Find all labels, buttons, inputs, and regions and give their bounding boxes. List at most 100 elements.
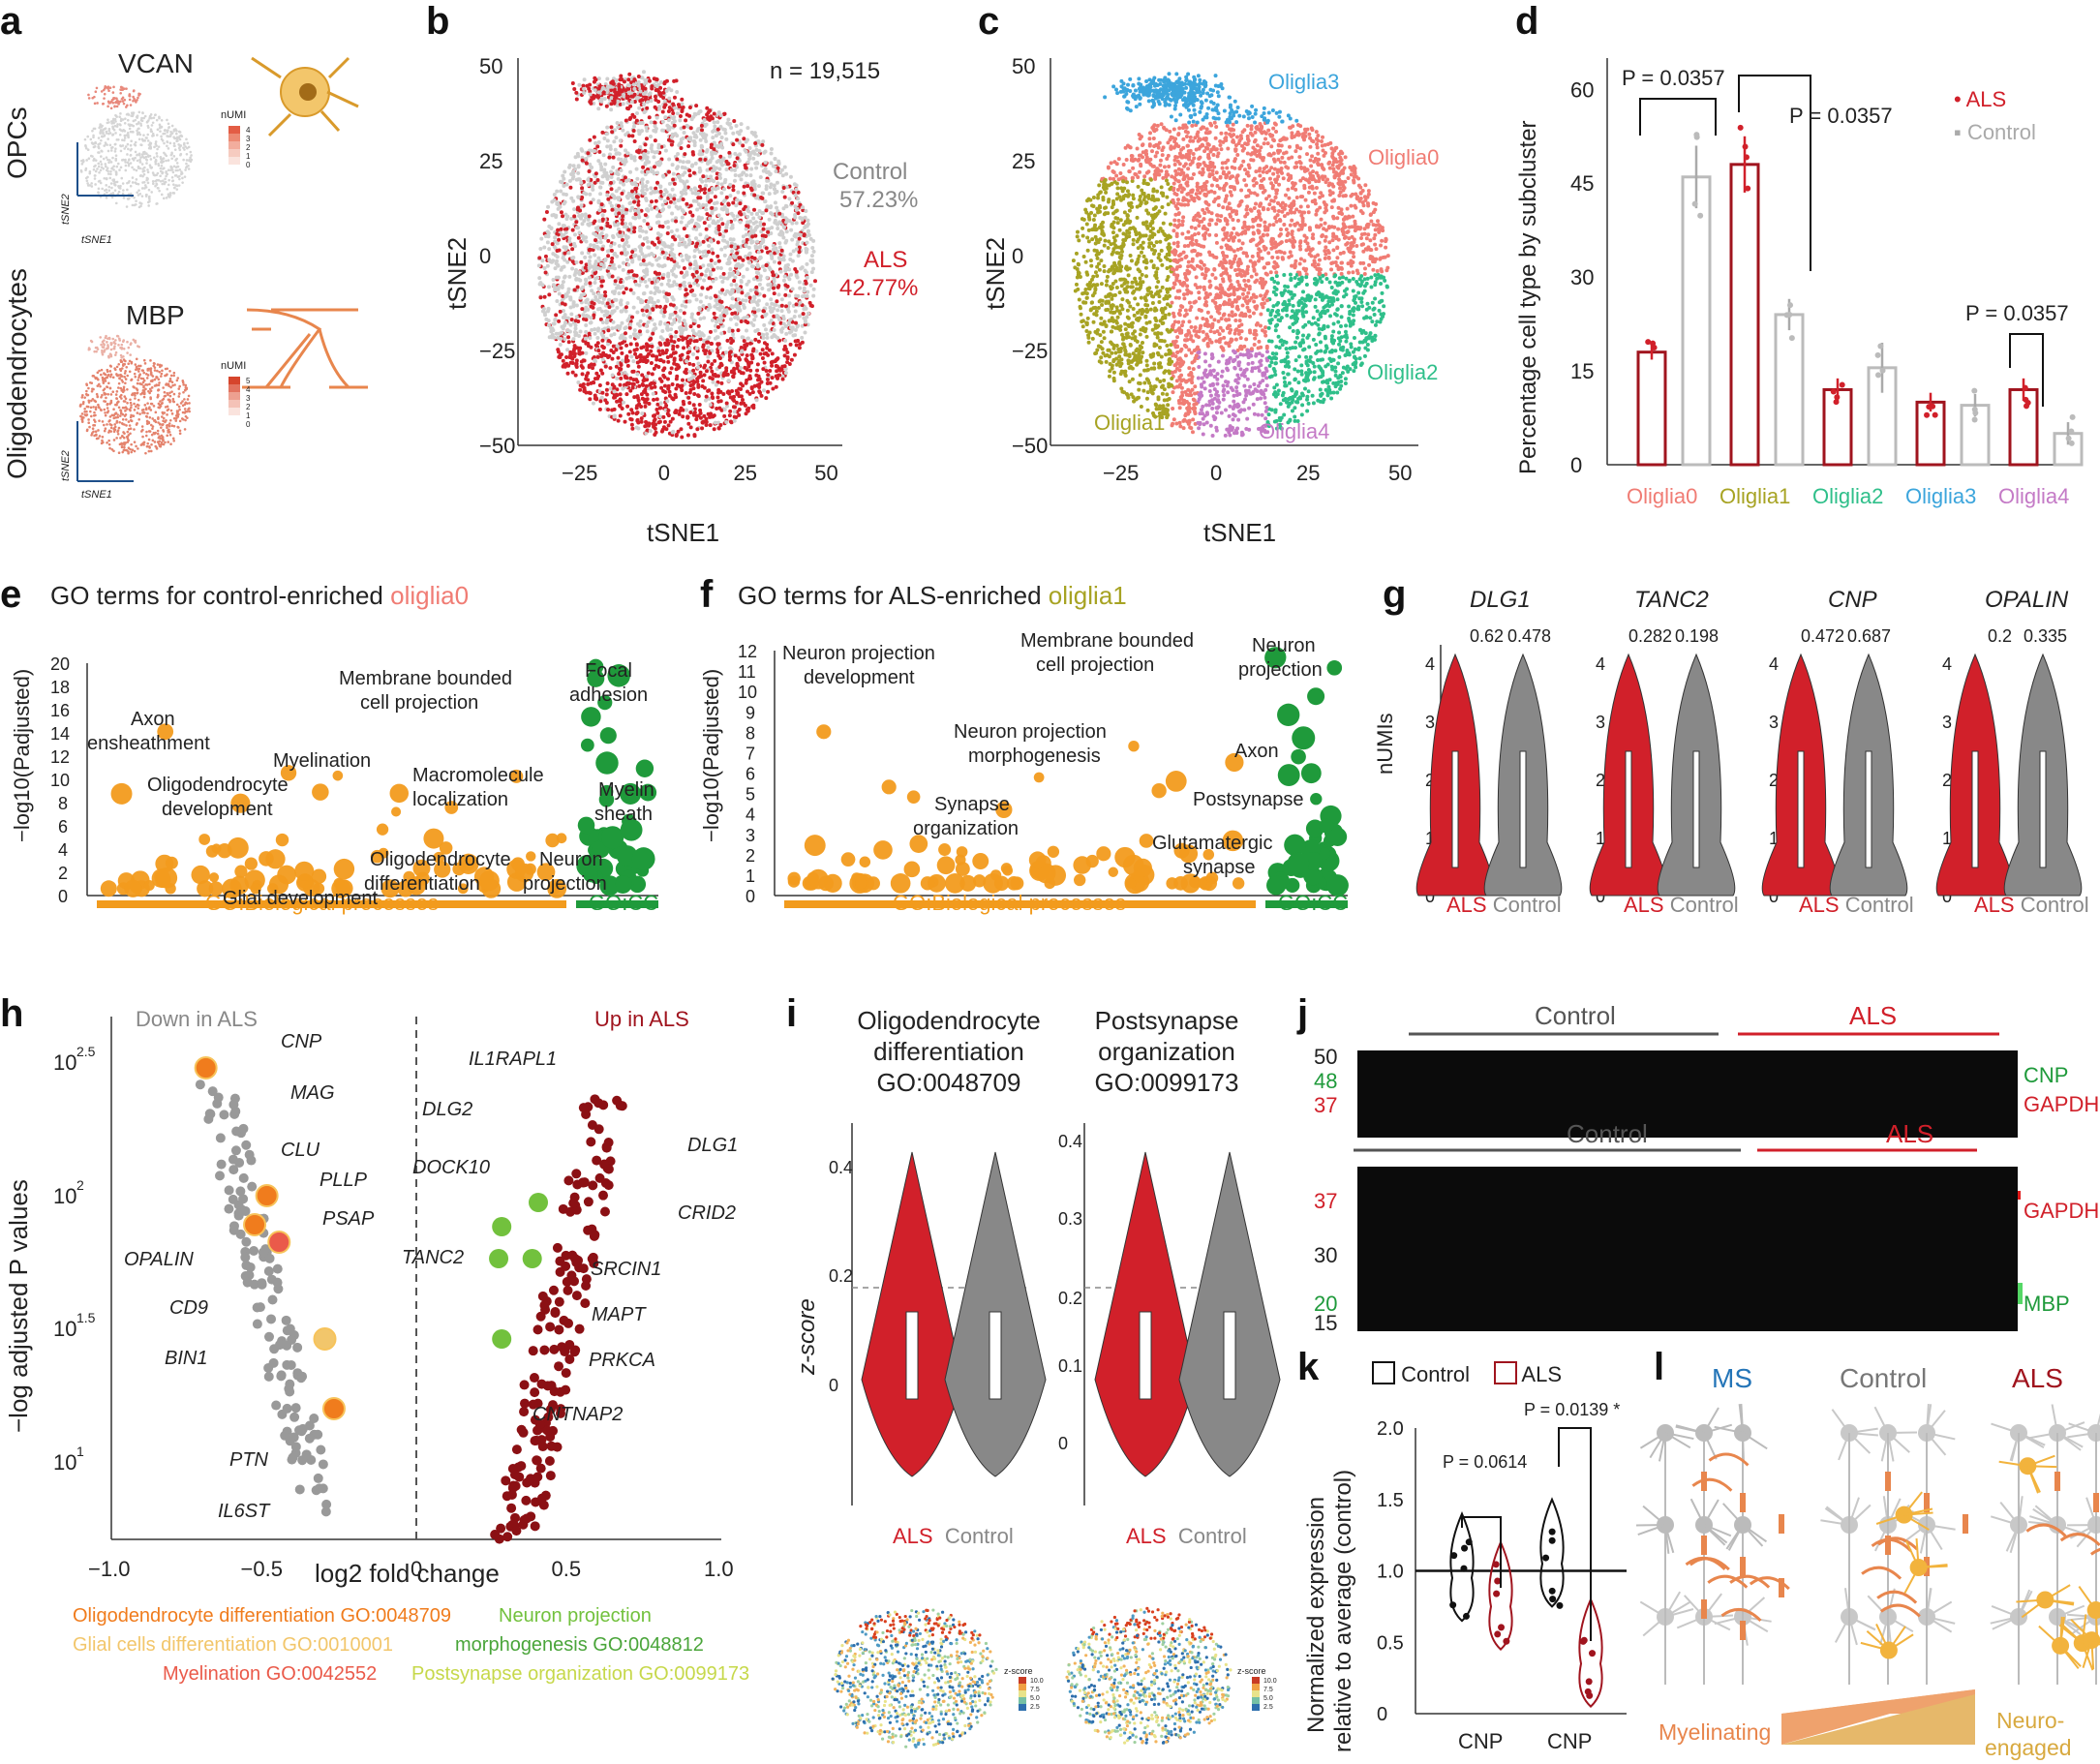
b-tsne-point [694,278,699,283]
a-opc-point [137,182,140,186]
b-tsne-point [701,239,706,244]
a-mbp-point [126,438,130,441]
b-tsne-point [714,276,718,281]
b-tsne-point [587,331,592,336]
b-tsne-point [665,322,670,327]
b-tsne-point [778,269,783,274]
a-opc-point-high [109,106,113,110]
b-tsne-point [738,301,743,306]
a-opc-point [126,153,129,156]
a-mbp-point [156,394,160,398]
a-mbp-point [176,425,180,429]
b-tsne-point [610,408,615,412]
a-mbp-point [124,448,128,452]
a-mbp-point [183,428,187,431]
b-tsne-point [625,363,630,368]
b-tsne-point [659,282,664,287]
b-tsne-point [554,331,559,336]
a-mbp-point [115,374,119,377]
b-tsne-point [682,319,686,323]
a-mbp-point [107,439,110,442]
b-tsne-point [609,174,614,179]
b-tsne-point [653,124,657,129]
b-tsne-point [579,364,584,369]
b-tsne-point [600,247,605,252]
a-mbp-point [96,384,100,387]
a-mbp-point [147,407,151,411]
a-opc-point [126,161,130,165]
a-opc-point [110,122,113,125]
a-opc-point [166,144,168,148]
b-tsne-point [607,155,612,160]
b-tsne-point [619,121,624,126]
b-tsne-point [793,193,798,198]
a-mbp-point [149,389,153,393]
b-tsne-point [546,322,551,327]
b-tsne-point [609,125,614,130]
b-tsne-point [713,201,717,206]
a-opc-point [187,145,191,149]
b-tsne-point [729,283,734,288]
b-tsne-point [713,260,717,265]
b-tsne-point [560,265,564,270]
a-opc-point [129,143,133,147]
a-opc-point [140,163,144,166]
b-tsne-point [732,279,737,284]
b-tsne-point [626,269,631,274]
b-tsne-point [690,191,695,196]
panel-letter-e: e [0,573,22,616]
a-opc-point [189,150,193,154]
b-tsne-point [632,138,637,143]
a-mbp-point [106,368,109,372]
a-opc-point [167,183,170,187]
b-tsne-point [593,358,597,363]
a-mbp-point [149,369,152,373]
a-mbp-point [172,440,176,442]
b-tsne-point [641,313,646,318]
b-tsne-point [686,421,691,426]
a-opc-point-high [95,86,99,90]
a-opc-point [127,134,130,137]
b-tsne-point [735,315,740,319]
a-mbp-point [163,390,167,394]
b-tsne-point [619,157,624,162]
b-tsne-point [670,253,675,258]
b-tsne-point [616,207,621,212]
b-tsne-point [661,414,666,419]
a-mbp-point [142,391,146,394]
a-opc-point [141,111,144,114]
b-tsne-point [723,177,728,182]
a-mbp-point [107,442,111,446]
a-opc-point [154,113,157,116]
a-opc-point [134,118,137,122]
a-mbp-point [99,408,103,411]
b-tsne-point [609,248,614,253]
a-opc-point [111,134,114,137]
b-tsne-point [685,179,689,184]
b-tsne-point [646,319,651,324]
b-tsne-point [551,277,556,282]
b-tsne-point [571,337,576,342]
a-opc-point [159,180,163,183]
a-mbp-point [146,411,149,415]
a-mbp-point [106,441,108,444]
b-tsne-point [757,257,762,261]
a-mbp-point [158,370,162,374]
b-tsne-point [591,187,595,192]
a-mbp-point [156,363,160,366]
a-mbp-point [104,380,107,382]
b-tsne-point [604,392,609,397]
b-tsne-point [683,284,687,289]
a-mbp-point-low [122,347,126,350]
b-tsne-point [574,220,579,225]
a-opc-point [149,166,152,169]
a-opc-point [105,156,108,159]
b-tsne-point [741,298,746,303]
b-tsne-point [628,222,633,227]
b-tsne-point [704,394,709,399]
b-tsne-point [707,396,712,401]
b-tsne-point [722,253,727,258]
a-mbp-point [107,431,110,434]
b-tsne-point [657,304,662,309]
b-tsne-point [672,361,677,366]
